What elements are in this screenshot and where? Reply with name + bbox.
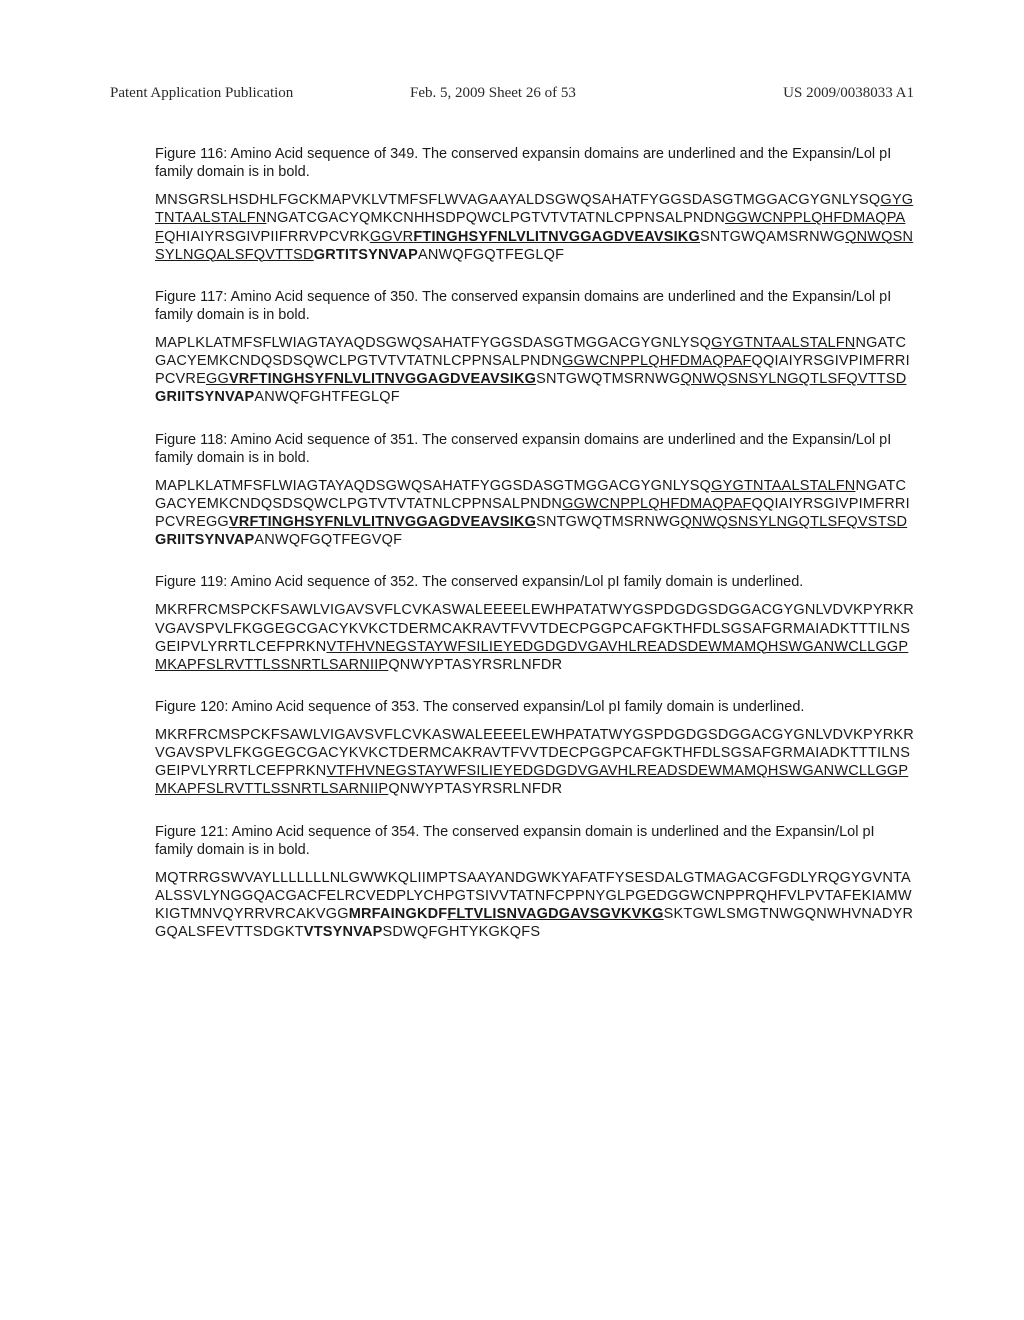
sequence-run: MAPLKLATMFSFLWIAGTAYAQDSGWQSAHATFYGGSDAS…: [155, 478, 711, 494]
sequence-run: GGWCNPPLQHFDMAQPAF: [562, 496, 751, 512]
sequence-run: MRFAINGKDF: [349, 906, 448, 922]
sequence-run: ANWQFGHTFEGLQF: [254, 389, 399, 405]
sequence-block: MNSGRSLHSDHLFGCKMAPVKLVTMFSFLWVAGAAYALDS…: [155, 191, 914, 264]
figure-caption: Figure 120: Amino Acid sequence of 353. …: [155, 698, 914, 716]
sequence-run: GRIITSYNVAP: [155, 389, 254, 405]
header-center: Feb. 5, 2009 Sheet 26 of 53: [410, 85, 576, 102]
figure-caption: Figure 116: Amino Acid sequence of 349. …: [155, 145, 914, 181]
sequence-run: SNTGWQTMSRNWG: [536, 371, 680, 387]
sequence-run: QNWQSNSYLNGQTLSFQVTTSD: [680, 371, 906, 387]
figure-caption: Figure 117: Amino Acid sequence of 350. …: [155, 288, 914, 324]
figure-caption: Figure 121: Amino Acid sequence of 354. …: [155, 823, 914, 859]
sequence-run: QNWYPTASYRSRLNFDR: [388, 657, 562, 673]
sequence-run: GGVR: [370, 229, 414, 245]
page-content: Figure 116: Amino Acid sequence of 349. …: [155, 145, 914, 941]
sequence-run: GYGTNTAALSTALFN: [711, 335, 855, 351]
sequence-run: VRFTINGHSYFNLVLITNVGGAGDVEAVSIKG: [229, 371, 536, 387]
header-left: Patent Application Publication: [110, 85, 293, 102]
sequence-run: VTSYNVAP: [304, 924, 383, 940]
sequence-run: QNWYPTASYRSRLNFDR: [388, 781, 562, 797]
sequence-block: MQTRRGSWVAYLLLLLLLNLGWWKQLIIMPTSAAYANDGW…: [155, 869, 914, 942]
sequence-run: ANWQFGQTFEGLQF: [418, 247, 564, 263]
sequence-run: GRTITSYNVAP: [314, 247, 418, 263]
sequence-block: MKRFRCMSPCKFSAWLVIGAVSVFLCVKASWALEEEELEW…: [155, 601, 914, 674]
sequence-run: SNTGWQTMSRNWG: [536, 514, 680, 530]
sequence-run: VRFTINGHSYFNLVLITNVGGAGDVEAVSIKG: [229, 514, 536, 530]
sequence-run: NGATCGACYQMKCNHHSDPQWCLPGTVTVTATNLCPPNSA…: [266, 210, 725, 226]
figure-caption: Figure 119: Amino Acid sequence of 352. …: [155, 573, 914, 591]
sequence-run: FLTVLISNVAGDGAVSGVKVKG: [447, 906, 663, 922]
sequence-run: GGWCNPPLQHFDMAQPAF: [562, 353, 751, 369]
sequence-run: GRIITSYNVAP: [155, 532, 254, 548]
header-right: US 2009/0038033 A1: [783, 85, 914, 102]
sequence-block: MKRFRCMSPCKFSAWLVIGAVSVFLCVKASWALEEEELEW…: [155, 726, 914, 799]
sequence-run: GG: [206, 371, 229, 387]
sequence-run: SDWQFGHTYKGKQFS: [383, 924, 541, 940]
sequence-run: MNSGRSLHSDHLFGCKMAPVKLVTMFSFLWVAGAAYALDS…: [155, 192, 880, 208]
sequence-run: QHIAIYRSGIVPIIFRRVPCVRK: [164, 229, 370, 245]
sequence-block: MAPLKLATMFSFLWIAGTAYAQDSGWQSAHATFYGGSDAS…: [155, 477, 914, 550]
sequence-run: FTINGHSYFNLVLITNVGGAGDVEAVSIKG: [413, 229, 700, 245]
sequence-run: SNTGWQAMSRNWG: [700, 229, 845, 245]
figure-caption: Figure 118: Amino Acid sequence of 351. …: [155, 431, 914, 467]
sequence-run: ANWQFGQTFEGVQF: [254, 532, 402, 548]
sequence-run: QNWQSNSYLNGQTLSFQVSTSD: [680, 514, 907, 530]
sequence-run: MAPLKLATMFSFLWIAGTAYAQDSGWQSAHATFYGGSDAS…: [155, 335, 711, 351]
sequence-run: GYGTNTAALSTALFN: [711, 478, 855, 494]
sequence-block: MAPLKLATMFSFLWIAGTAYAQDSGWQSAHATFYGGSDAS…: [155, 334, 914, 407]
page: Patent Application Publication Feb. 5, 2…: [0, 0, 1024, 1320]
